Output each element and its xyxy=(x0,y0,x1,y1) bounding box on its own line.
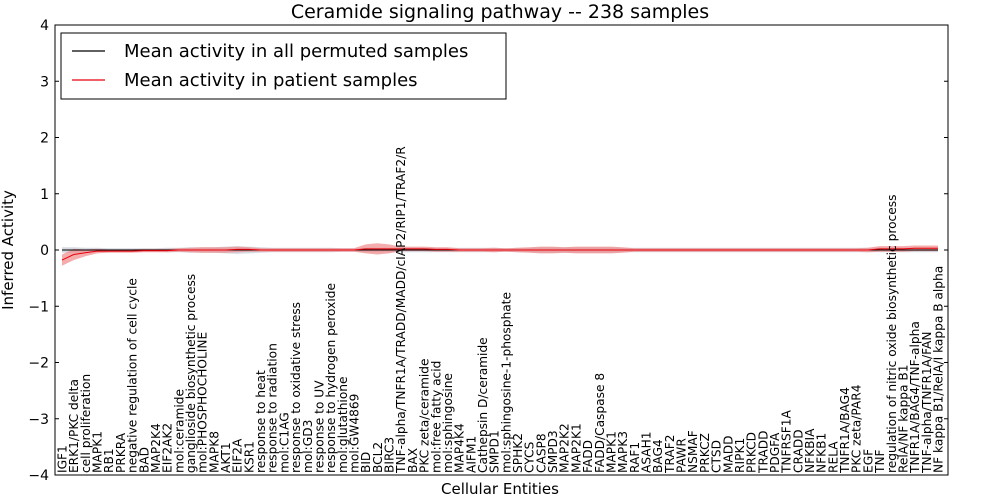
category-label: mol:sphingosine xyxy=(441,373,455,473)
category-label: response to radiation xyxy=(266,343,280,473)
category-label: PKC zeta/PAR4 xyxy=(850,384,864,473)
legend-box xyxy=(60,32,507,100)
error-bands xyxy=(62,243,938,266)
category-label: PAWR xyxy=(675,438,689,473)
category-label: response to hydrogen peroxide xyxy=(324,283,338,473)
category-label: negative regulation of cell cycle xyxy=(126,278,140,473)
category-label: PRKCD xyxy=(745,432,759,473)
category-label: TNF xyxy=(873,449,887,474)
category-label: BCL2 xyxy=(371,442,385,473)
band-1 xyxy=(62,243,938,266)
category-label: ASAH1 xyxy=(640,431,654,473)
category-label: MAPK1 xyxy=(91,431,105,473)
category-label: AKT1 xyxy=(219,442,233,473)
category-label: FADD/Caspase 8 xyxy=(593,373,607,473)
category-label: MAP2K1 xyxy=(569,423,583,473)
y-tick-label: −1 xyxy=(28,299,49,315)
category-label: mol:sphingosine-1-phosphate xyxy=(499,292,513,473)
category-label: mol:C1AG xyxy=(277,412,291,473)
category-label: RIPK1 xyxy=(733,438,747,473)
y-tick-label: 4 xyxy=(40,18,49,34)
category-label: cell proliferation xyxy=(79,374,93,473)
category-label: SMPD1 xyxy=(488,430,502,473)
y-axis: −4 −3 −2 −1 0 1 2 3 4 xyxy=(28,18,948,484)
category-label: BID xyxy=(359,452,373,473)
category-label: SPHK2 xyxy=(511,433,525,473)
category-label: mol:GW4869 xyxy=(348,394,362,473)
series-lines xyxy=(61,247,938,261)
category-label: response to UV xyxy=(313,380,327,473)
category-label: MAP4K4 xyxy=(453,423,467,473)
category-label: NFKB1 xyxy=(815,433,829,473)
legend-label-permuted: Mean activity in all permuted samples xyxy=(124,41,468,62)
category-label: regulation of nitric oxide biosynthetic … xyxy=(885,195,899,474)
category-label: response to oxidative stress xyxy=(289,302,303,473)
category-label: TNFR1A/BAG4 xyxy=(838,387,852,474)
category-label: NSMAF xyxy=(686,430,700,473)
category-label: RelA/NF kappa B1 xyxy=(897,365,911,474)
category-label: TNFRSF1A xyxy=(780,409,794,474)
category-label: EGF xyxy=(861,449,875,473)
x-axis-label: Cellular Entities xyxy=(441,480,559,498)
category-label: BAG4 xyxy=(651,439,665,473)
category-label: CTSD xyxy=(710,440,724,473)
category-label: RB1 xyxy=(102,448,116,473)
category-label: FADD xyxy=(581,440,595,473)
category-label: SMPD3 xyxy=(546,430,560,473)
chart-title: Ceramide signaling pathway -- 238 sample… xyxy=(291,1,709,23)
legend-label-patient: Mean activity in patient samples xyxy=(124,70,418,91)
category-label: RELA xyxy=(826,441,840,473)
category-label: NF kappa B1/RelA/I kappa B alpha xyxy=(932,266,946,473)
category-label: EIF2A xyxy=(231,438,245,473)
category-label: MAPK8 xyxy=(207,431,221,473)
category-label: TNF-alpha/TNFR1A/FAN xyxy=(920,332,934,474)
legend: Mean activity in all permuted samples Me… xyxy=(60,32,507,100)
y-tick-label: −4 xyxy=(28,468,49,484)
category-label: PKC zeta/ceramide xyxy=(418,359,432,473)
category-label: TRAF2 xyxy=(663,435,677,475)
series-line-1 xyxy=(61,247,938,261)
category-label: TNFR1A/BAG4/TNF-alpha xyxy=(908,321,922,474)
y-tick-label: 2 xyxy=(40,131,49,147)
category-label: MADD xyxy=(721,435,735,473)
y-tick-label: −3 xyxy=(28,412,49,428)
category-label: MAPK1 xyxy=(605,431,619,473)
category-label: EIF2AK2 xyxy=(161,423,175,473)
category-label: KSR1 xyxy=(242,441,256,473)
category-label: mol:ceramide xyxy=(172,389,186,473)
y-axis-label: Inferred Activity xyxy=(0,190,17,310)
category-label: mol:free fatty acid xyxy=(429,361,443,473)
category-label: mol:glutathione xyxy=(336,376,350,472)
y-tick-label: −2 xyxy=(28,356,49,372)
category-label: NFKBIA xyxy=(803,428,817,473)
category-label: mol:GD3 xyxy=(301,420,315,473)
category-label: PDGFA xyxy=(768,432,782,473)
category-label: MAP2K4 xyxy=(149,423,163,473)
category-label: Cathepsin D/ceramide xyxy=(476,337,490,473)
category-label: BAD xyxy=(137,447,151,473)
category-label: MAPK3 xyxy=(616,431,630,473)
category-label: TRADD xyxy=(756,430,770,474)
category-label: IGF1 xyxy=(56,445,70,473)
category-label: MAP2K2 xyxy=(558,423,572,473)
category-label: ERK1/PKC delta xyxy=(67,379,81,473)
category-label: AIFM1 xyxy=(464,436,478,473)
y-tick-label: 1 xyxy=(40,187,49,203)
category-label: PRKCZ xyxy=(698,433,712,473)
category-label: RAF1 xyxy=(628,442,642,473)
y-tick-label: 3 xyxy=(40,74,49,90)
category-label: response to heat xyxy=(254,370,268,473)
category-label: BIRC3 xyxy=(383,437,397,473)
category-label: CYCS xyxy=(523,441,537,473)
category-label: ganglioside biosynthetic process xyxy=(184,274,198,473)
y-tick-label: 0 xyxy=(40,243,49,259)
category-label: BAX xyxy=(406,448,420,473)
category-label: mol:PHOSPHOCHOLINE xyxy=(196,332,210,473)
category-label: TNF-alpha/TNFR1A/TRADD/MADD/cIAP2/RIP1/T… xyxy=(394,146,408,474)
category-label: PRKRA xyxy=(114,432,128,473)
category-label: CASP8 xyxy=(534,433,548,473)
category-label: CRADD xyxy=(791,429,805,473)
